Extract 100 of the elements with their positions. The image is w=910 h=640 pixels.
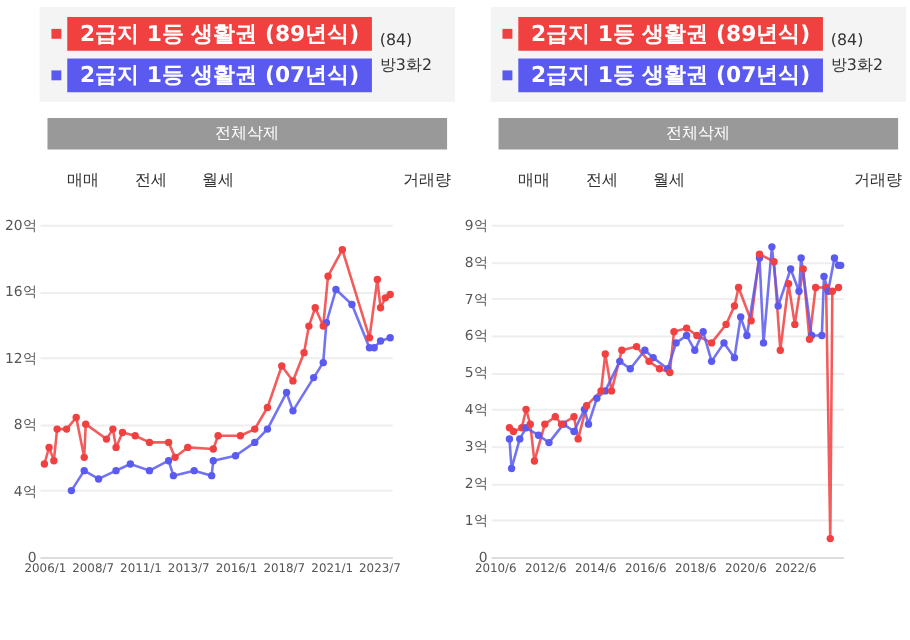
point	[126, 460, 135, 468]
point	[551, 413, 559, 421]
point	[50, 456, 58, 465]
point	[747, 317, 755, 325]
point	[365, 334, 374, 342]
text: 거래량	[403, 171, 452, 190]
point	[209, 456, 217, 465]
point	[251, 425, 259, 433]
text: (84)	[379, 30, 413, 49]
point	[214, 432, 222, 440]
text: 방3화2	[830, 56, 883, 75]
point	[209, 445, 217, 453]
point	[641, 346, 649, 354]
point	[332, 285, 340, 294]
point	[45, 443, 53, 452]
point	[770, 257, 778, 266]
legend-label: 2급지 1등 생활권 (07년식)	[531, 62, 811, 89]
point	[570, 413, 578, 421]
point	[795, 287, 803, 295]
point	[370, 343, 378, 352]
point	[505, 435, 514, 443]
point	[672, 339, 680, 347]
point	[830, 254, 839, 262]
point	[682, 331, 691, 340]
point	[655, 365, 664, 373]
point	[82, 420, 90, 428]
point	[319, 358, 327, 367]
point	[207, 471, 216, 480]
point	[251, 438, 259, 447]
point	[67, 486, 76, 495]
point	[72, 413, 80, 422]
point	[574, 435, 582, 443]
legend-label: 2급지 1등 생활권 (07년식)	[80, 62, 360, 89]
point	[289, 377, 297, 385]
point	[786, 265, 795, 273]
point	[570, 427, 578, 436]
text: 방3화2	[379, 56, 432, 75]
point	[282, 388, 291, 397]
text: 전체삭제	[666, 123, 731, 142]
point	[820, 272, 828, 281]
point	[231, 452, 240, 460]
point	[618, 346, 626, 354]
point	[145, 466, 154, 475]
point	[311, 304, 319, 312]
point	[164, 438, 173, 447]
point	[102, 435, 111, 443]
point	[53, 425, 61, 433]
point	[109, 425, 117, 433]
point	[759, 339, 768, 347]
point	[131, 432, 139, 440]
point	[381, 294, 390, 302]
legend-label: 2급지 1등 생활권 (89년식)	[531, 20, 811, 47]
point	[699, 328, 707, 336]
point	[682, 324, 691, 332]
point	[171, 453, 179, 462]
text: 전세	[134, 171, 167, 190]
point	[376, 337, 385, 345]
point	[601, 350, 609, 358]
point	[145, 438, 154, 447]
point	[305, 322, 313, 330]
legend-label: 2급지 1등 생활권 (89년식)	[80, 20, 360, 47]
point	[263, 403, 272, 412]
point	[386, 290, 394, 299]
point	[373, 275, 382, 284]
point	[278, 362, 286, 370]
point	[164, 456, 173, 465]
point	[722, 320, 730, 329]
point	[707, 339, 716, 347]
text: (84)	[830, 30, 864, 49]
point	[522, 405, 530, 414]
point	[80, 466, 88, 475]
point	[734, 283, 743, 292]
text: 전체삭제	[215, 123, 280, 142]
point	[94, 475, 103, 483]
text: 월세	[652, 171, 685, 190]
point	[774, 302, 782, 310]
point	[184, 443, 192, 452]
point	[324, 272, 332, 280]
point	[112, 443, 120, 452]
point	[386, 334, 394, 342]
point	[40, 460, 49, 468]
text: 월세	[201, 171, 234, 190]
point	[632, 342, 641, 351]
point	[263, 425, 272, 433]
point	[736, 313, 745, 321]
point	[338, 245, 347, 254]
point	[62, 425, 71, 433]
point	[693, 331, 701, 340]
point	[776, 346, 785, 354]
point	[309, 373, 318, 382]
point	[784, 280, 793, 288]
point	[80, 453, 88, 462]
point	[516, 435, 524, 443]
point	[797, 254, 805, 262]
point	[626, 365, 634, 373]
point	[743, 331, 751, 340]
point	[190, 466, 198, 475]
point	[289, 407, 297, 415]
point	[791, 320, 799, 329]
point	[236, 432, 245, 440]
